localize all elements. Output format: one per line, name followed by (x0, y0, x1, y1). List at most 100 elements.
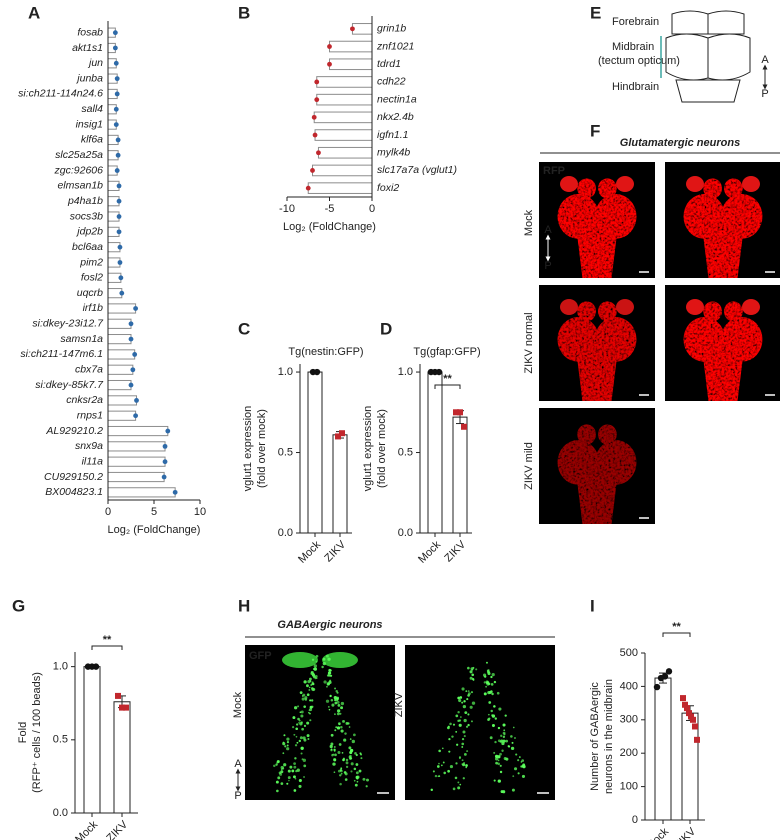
chart-title: Tg(gfap:GFP) (413, 346, 480, 358)
cell-dot (459, 696, 463, 699)
cell-dot (321, 665, 324, 669)
cell-dot (323, 680, 327, 684)
y-axis-label: (RFP⁺ cells / 100 beads) (31, 672, 43, 793)
cell-dot (287, 776, 291, 780)
channel-label: GFP (249, 650, 272, 662)
cell-dot (356, 780, 359, 783)
category-label: klf6a (81, 134, 103, 146)
mean-point (118, 275, 124, 281)
mean-point (312, 132, 318, 138)
cell-dot (499, 752, 502, 756)
bar (307, 182, 373, 194)
cell-dot (276, 760, 280, 763)
significance-label: ** (672, 621, 681, 633)
cell-dot (308, 677, 312, 681)
cell-dot (338, 743, 342, 746)
cell-dot (309, 699, 312, 702)
cell-dot (282, 752, 285, 755)
cell-dot (336, 696, 340, 700)
mean-point (116, 214, 122, 219)
cell-dot (333, 746, 336, 748)
mean-point (133, 413, 139, 419)
cell-dot (306, 693, 310, 697)
cell-dot (327, 674, 330, 677)
bar (452, 416, 468, 534)
cell-dot (491, 724, 495, 728)
row-label: ZIKV normal (523, 312, 535, 373)
cell-dot (327, 682, 330, 686)
bar (107, 379, 132, 391)
bright-band (282, 652, 318, 668)
cell-dot (512, 775, 515, 778)
bar (329, 58, 373, 71)
cell-dot (303, 776, 305, 778)
cell-dot (310, 699, 314, 702)
data-point (690, 716, 696, 723)
hindbrain-outline (675, 79, 741, 103)
cell-dot (307, 711, 310, 714)
mean-point (165, 428, 171, 434)
cell-dot (499, 764, 502, 767)
cell-dot (500, 734, 503, 738)
cell-dot (514, 767, 518, 771)
row-label: Mock (523, 209, 535, 236)
cell-dot (328, 708, 331, 711)
cell-dot (464, 711, 468, 715)
mean-point (116, 198, 122, 204)
category-label: igfn1.1 (377, 129, 409, 141)
data-point (684, 705, 690, 712)
cell-dot (276, 789, 279, 793)
cell-dot (283, 763, 287, 767)
cell-dot (495, 757, 499, 761)
cell-dot (295, 770, 298, 773)
cell-dot (297, 717, 300, 721)
category-label: irf1b (83, 302, 104, 314)
region-label: (tectum opticum) (598, 55, 680, 67)
x-tick-label: 10 (194, 506, 206, 518)
category-label: insig1 (76, 118, 103, 130)
cell-dot (336, 726, 341, 730)
cell-dot (457, 711, 460, 714)
panel-letter: G (12, 596, 25, 615)
cell-dot (292, 775, 296, 779)
mean-point (305, 185, 311, 191)
data-point (682, 701, 688, 708)
cell-dot (345, 765, 349, 769)
cell-dot (294, 706, 298, 710)
cell-dot (333, 771, 336, 774)
y-tick-label: 300 (620, 714, 638, 726)
cell-dot (469, 676, 473, 680)
cell-dot (502, 723, 506, 727)
cell-dot (511, 741, 514, 744)
cell-dot (343, 738, 347, 742)
cell-dot (345, 758, 349, 762)
bright-spot (560, 176, 578, 192)
orientation-p: P (234, 790, 241, 802)
cell-dot (351, 739, 355, 744)
category-label: p4ha1b (67, 195, 103, 207)
cell-dot (454, 776, 458, 780)
mean-point (114, 91, 120, 97)
x-tick-label: 5 (151, 506, 157, 518)
cell-dot (455, 762, 458, 765)
mean-point (115, 137, 121, 143)
mean-point (112, 30, 118, 36)
cell-dot (282, 741, 285, 744)
cell-dot (315, 660, 318, 663)
mean-point (117, 260, 123, 265)
cell-dot (296, 723, 299, 726)
cell-dot (461, 687, 465, 691)
cell-dot (358, 769, 362, 773)
cell-dot (362, 777, 366, 781)
cell-dot (326, 685, 328, 688)
cell-dot (493, 779, 496, 782)
cell-dot (312, 687, 316, 691)
mean-point (316, 150, 321, 156)
cell-dot (494, 754, 499, 758)
bright-spot (686, 299, 704, 315)
cell-dot (295, 735, 298, 738)
mean-point (162, 459, 168, 465)
category-label: pim2 (79, 256, 103, 268)
mean-point (311, 114, 317, 120)
